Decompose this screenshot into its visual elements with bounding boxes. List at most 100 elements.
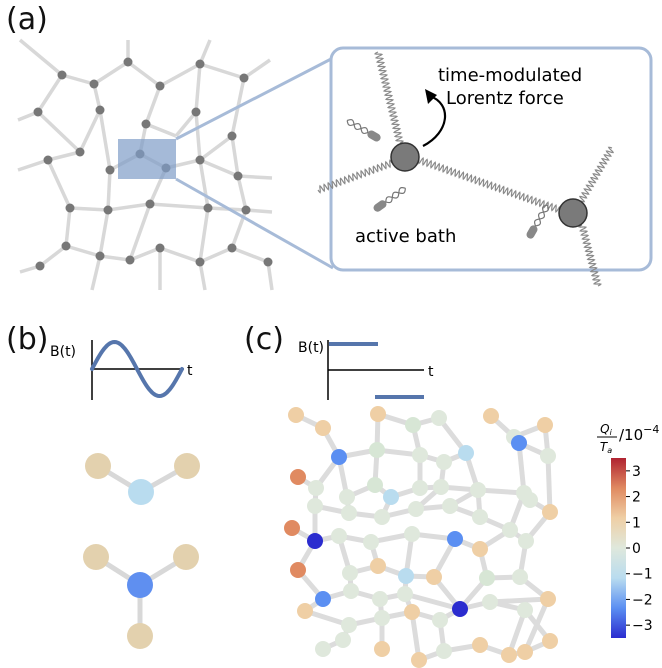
heat-network-node [458, 445, 474, 461]
network-edge [98, 109, 112, 171]
heat-network-node [412, 480, 428, 496]
heat-network-node [483, 408, 499, 424]
network-edge [145, 122, 177, 138]
colorbar-label-exp: −4 [643, 423, 659, 436]
heat-network-node [290, 469, 306, 485]
force-label-line1: time-modulated [438, 65, 582, 86]
heat-network-node [540, 591, 556, 607]
heat-network-node [447, 531, 463, 547]
heat-network-edge [516, 440, 527, 496]
network-node [57, 70, 67, 80]
heat-network-node [432, 612, 448, 628]
network-node [35, 261, 45, 271]
network-node [95, 105, 105, 115]
heat-network-node [374, 641, 390, 657]
network-edge [126, 60, 162, 88]
zoom-line-top [175, 56, 334, 141]
b-node [174, 453, 200, 479]
network-edge [93, 60, 129, 86]
colorbar-tick-label: 2 [632, 490, 641, 506]
network-edge [36, 74, 64, 113]
heat-network-node [308, 480, 324, 496]
network-node [89, 79, 99, 89]
heat-network-node [335, 632, 351, 648]
network-node [61, 241, 71, 251]
colorbar-tick-label: −3 [632, 618, 653, 634]
b-node [83, 544, 109, 570]
network-edge [266, 261, 274, 291]
network-node [141, 119, 151, 129]
heat-network-node [367, 477, 383, 493]
network-edge [243, 58, 271, 80]
network-edge [106, 169, 112, 211]
network-node [233, 171, 243, 181]
heat-network-node [331, 528, 347, 544]
network-edge [47, 150, 81, 162]
heat-network-node [405, 417, 421, 433]
network-edge [159, 62, 201, 88]
network-edge [199, 158, 239, 178]
bacterium-icon [373, 187, 406, 212]
panel-label-c: (c) [244, 322, 284, 357]
panel-label-a: (a) [6, 2, 48, 37]
heat-network-node [331, 449, 347, 465]
heat-network-node [372, 591, 388, 607]
network-edge [230, 135, 240, 177]
network-edge [98, 209, 110, 257]
heat-network-node [433, 479, 449, 495]
network-node [105, 165, 115, 175]
heat-network-node [479, 570, 495, 586]
network-edge [198, 159, 210, 209]
heat-network-node [431, 410, 447, 426]
heat-network-node [315, 420, 331, 436]
network-edge [198, 134, 234, 162]
spring [578, 146, 615, 203]
heat-network-node [436, 643, 452, 659]
heat-network-node [426, 569, 442, 585]
bacterium-icon [346, 118, 381, 142]
heat-network-node [397, 586, 413, 602]
network-node [195, 155, 205, 165]
heat-network-edge [402, 591, 463, 612]
network-edge [129, 246, 161, 262]
colorbar-tick-label: −2 [632, 592, 653, 608]
network-edge [199, 246, 233, 264]
b-node [85, 453, 111, 479]
colorbar-gradient [611, 458, 626, 638]
heat-network-node [412, 447, 428, 463]
heat-network-node [339, 489, 355, 505]
network-edge [194, 111, 202, 161]
network-edge [194, 63, 202, 113]
network-node [33, 107, 43, 117]
heat-network-node [482, 594, 498, 610]
c-xlabel: t [428, 364, 434, 380]
heat-network-node [512, 569, 528, 585]
heat-network-node [452, 601, 468, 617]
network-edge [65, 244, 101, 258]
spring [317, 159, 393, 194]
inset-springs [317, 51, 615, 287]
heat-network-node [341, 505, 357, 521]
heat-network-edge [409, 609, 422, 663]
colorbar-label-den: T [600, 440, 609, 454]
colorbar-label-num: Q [600, 422, 609, 436]
colorbar: Qi Ta /10−4 3 2 1 0 −1 −2 −3 [597, 422, 659, 638]
heat-network-node [501, 647, 517, 663]
network-edge [64, 207, 72, 247]
network-node [95, 251, 105, 261]
heat-network-node [374, 509, 390, 525]
heat-network-node [398, 568, 414, 584]
heat-network-node [540, 448, 556, 464]
panel-label-b: (b) [6, 322, 49, 357]
heat-network-node [315, 591, 331, 607]
network-edge [61, 73, 95, 86]
heat-network-node [315, 641, 331, 657]
heat-network-node [408, 501, 424, 517]
network-node [227, 243, 237, 253]
heat-network-node [363, 534, 379, 550]
heat-network-node [404, 526, 420, 542]
b-node-center [128, 479, 154, 505]
heat-network-node [342, 565, 358, 581]
heat-network-node [288, 407, 304, 423]
